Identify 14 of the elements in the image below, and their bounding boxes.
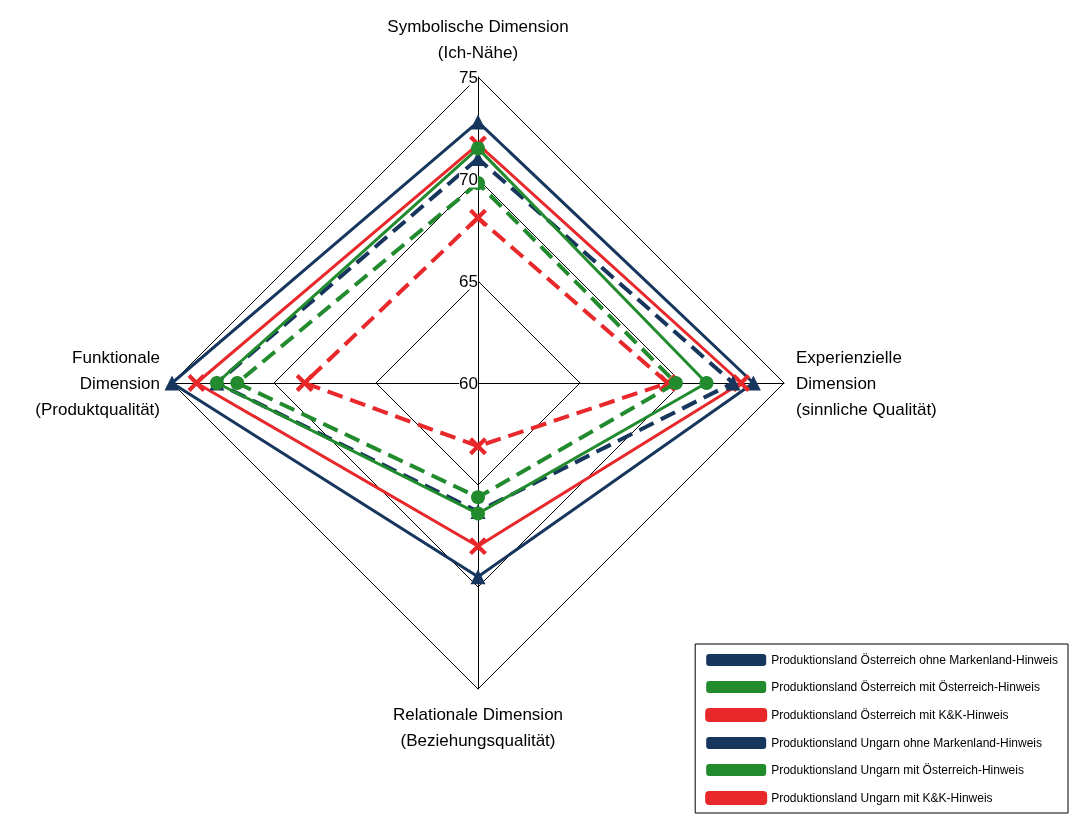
spoke-label: Symbolische Dimension (Ich-Nähe) — [387, 16, 569, 62]
spoke-label: Experienzielle Dimension (sinnliche Qualität) — [796, 347, 937, 419]
legend-label: Produktionsland Ungarn mit K&K-Hinweis — [771, 791, 993, 805]
spoke-label: Funktionale Dimension (Produktqualität) — [35, 347, 160, 419]
y-tick-label: 65 — [459, 271, 478, 291]
legend-label: Produktionsland Ungarn ohne Markenland-Hinweis — [771, 736, 1043, 750]
y-tick-label: 75 — [459, 67, 478, 87]
legend-label: Produktionsland Ungarn mit Österreich-Hinweis — [771, 763, 1024, 777]
spoke-label: Relationale Dimension (Beziehungsqualität) — [392, 704, 564, 750]
y-tick-label: 60 — [459, 373, 478, 393]
y-tick-label: 70 — [459, 169, 478, 189]
legend-label: Produktionsland Österreich ohne Markenland-Hinweis — [771, 653, 1058, 667]
legend-label: Produktionsland Österreich mit Österreich-Hinweis — [771, 680, 1040, 694]
legend-label: Produktionsland Österreich mit K&K-Hinweis — [771, 708, 1009, 722]
